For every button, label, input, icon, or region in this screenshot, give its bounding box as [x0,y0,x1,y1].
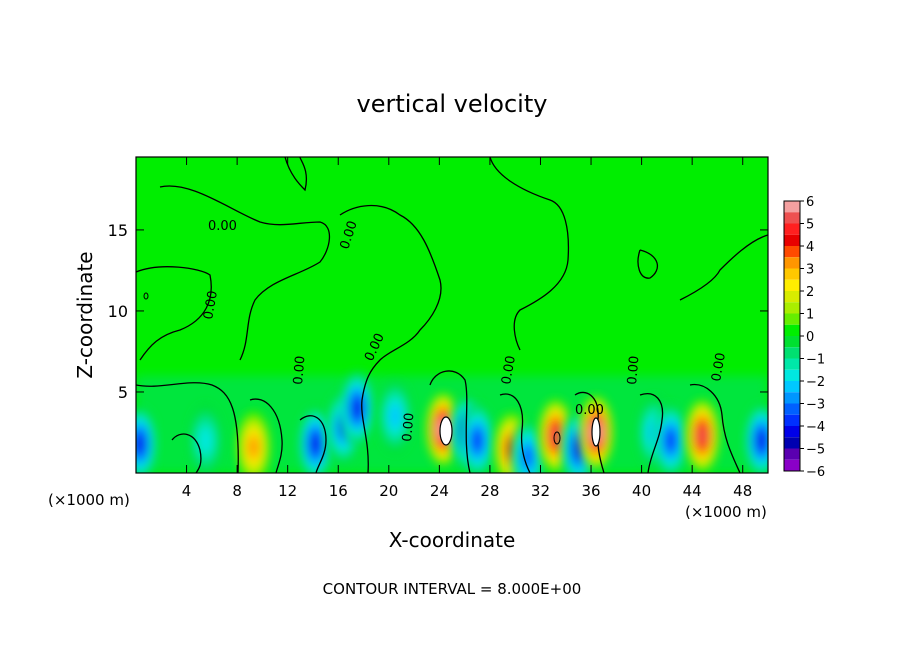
colorbar-swatch [784,459,800,471]
x-unit-right: (×1000 m) [685,503,767,521]
colorbar: 6 5 4 3 2 1 0 −1 −2 −3 −4 −5 −6 [783,195,825,480]
contour-loop [143,292,149,300]
colorbar-swatch [784,223,800,235]
colorbar-swatch [784,403,800,415]
colorbar-tick-label: −2 [806,375,825,390]
colorbar-tick-label: −6 [806,465,825,480]
y-tick-label: 5 [118,383,128,402]
plot-area: 0.00 0.00 0.00 0.00 0.00 0.00 0.00 0.00 … [135,156,769,474]
x-axis: 4 8 12 16 20 24 28 32 36 40 44 48 [182,157,752,500]
colorbar-tick-label: −1 [806,353,825,368]
zero-contour-lines [136,157,768,473]
colorbar-tick-label: −4 [806,420,825,435]
x-tick-label: 8 [232,482,242,500]
x-tick-label: 24 [430,482,449,500]
y-tick-label: 15 [108,221,128,240]
velocity-cell [136,406,157,473]
contour-line [171,398,327,473]
x-tick-label: 20 [379,482,398,500]
contour-interval-note: CONTOUR INTERVAL = 8.000E+00 [323,580,582,598]
chart-title: vertical velocity [357,90,548,118]
colorbar-swatch [784,201,800,213]
velocity-cell [340,371,375,446]
colorbar-swatch [784,381,800,393]
velocity-cell [426,392,461,467]
y-axis-label: Z-coordinate [73,251,97,378]
x-unit-left: (×1000 m) [48,491,130,509]
velocity-cell [236,410,271,473]
contour-label: 0.00 [201,290,221,321]
x-tick-label: 48 [733,482,752,500]
contour-labels: 0.00 0.00 0.00 0.00 0.00 0.00 0.00 0.00 … [201,219,729,442]
contour-label: 0.00 [291,355,308,385]
colorbar-swatch [784,212,800,224]
colorbar-swatch [784,313,800,325]
colorbar-swatch [784,358,800,370]
contour-label: 0.00 [709,352,729,383]
y-tick-label: 10 [108,302,128,321]
colorbar-swatch [784,279,800,291]
x-axis-label: X-coordinate [389,528,516,552]
colorbar-swatch [784,234,800,246]
colorbar-swatch [784,347,800,359]
colorbar-tick-label: −5 [806,443,825,458]
colorbar-tick-label: 6 [806,195,814,210]
colorbar-swatch [784,291,800,303]
colorbar-tick-label: 3 [806,263,814,278]
x-tick-label: 44 [683,482,702,500]
contour-loop [439,416,453,446]
colorbar-tick-label: 4 [806,240,814,255]
colorbar-tick-label: 2 [806,285,814,300]
velocity-cell [685,398,720,473]
contour-loop [591,417,601,447]
x-tick-label: 40 [632,482,651,500]
velocity-cell [460,403,495,473]
velocity-cell [744,403,768,473]
plot-frame [135,156,769,474]
velocity-cell [378,379,413,454]
velocity-cell [298,406,333,473]
contour-label: 0.00 [208,219,237,234]
colorbar-swatch [784,369,800,381]
colorbar-swatch [784,392,800,404]
colorbar-tick-label: 1 [806,308,814,323]
velocity-cell [188,403,223,473]
colorbar-tick-label: 5 [806,218,814,233]
contour-label: 0.00 [400,412,417,442]
colorbar-swatch [784,448,800,460]
colorbar-swatch [784,437,800,449]
contour-loop [553,431,561,445]
colorbar-swatch [784,257,800,269]
contour-line [489,157,768,351]
colorbar-swatch [784,336,800,348]
contour-line [284,157,442,473]
x-tick-label: 36 [581,482,600,500]
colorbar-tick-label: 0 [806,330,814,345]
colorbar-swatch [784,414,800,426]
heatmap-field [136,371,768,473]
x-tick-label: 12 [278,482,297,500]
x-tick-label: 28 [480,482,499,500]
colorbar-swatch [784,324,800,336]
y-axis: 5 10 15 [108,221,768,402]
colorbar-swatch [784,246,800,258]
contour-label: 0.00 [499,355,519,386]
x-tick-label: 4 [182,482,192,500]
contour-line [136,185,331,473]
colorbar-tick-label: −3 [806,398,825,413]
colorbar-swatch [784,268,800,280]
velocity-cell [653,403,688,473]
contour-label: 0.00 [625,355,642,385]
contour-label: 0.00 [575,403,604,418]
x-tick-label: 32 [531,482,550,500]
x-tick-label: 16 [329,482,348,500]
colorbar-swatch [784,302,800,314]
colorbar-swatch [784,426,800,438]
